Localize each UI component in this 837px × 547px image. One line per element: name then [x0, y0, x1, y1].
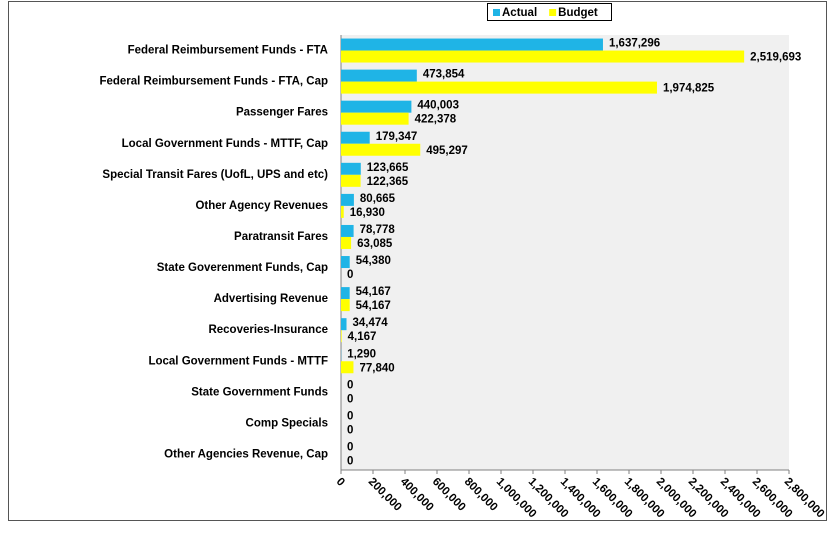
bar	[341, 330, 342, 343]
data-label: 16,930	[350, 207, 385, 219]
legend-label: Actual	[502, 7, 537, 19]
category-label: Other Agencies Revenue, Cap	[164, 448, 328, 460]
bar	[341, 81, 657, 94]
category-label: Local Government Funds - MTTF	[148, 355, 328, 367]
data-label: 0	[347, 269, 353, 281]
category-label: State Government Funds	[191, 386, 328, 398]
data-label: 440,003	[417, 100, 459, 112]
bar	[341, 299, 350, 312]
category-label: Paratransit Fares	[234, 231, 328, 243]
data-label: 0	[347, 379, 353, 391]
data-label: 1,637,296	[609, 38, 660, 50]
data-label: 54,167	[356, 286, 391, 298]
data-label: 122,365	[367, 176, 409, 188]
data-label: 0	[347, 424, 353, 436]
data-label: 54,167	[356, 300, 391, 312]
data-label: 34,474	[353, 317, 389, 329]
bar	[341, 193, 354, 206]
legend-swatch	[549, 9, 557, 16]
data-label: 123,665	[367, 162, 409, 174]
plot-area	[341, 35, 789, 470]
data-label: 0	[347, 455, 353, 467]
data-label: 4,167	[348, 331, 377, 343]
legend-label: Budget	[558, 7, 598, 19]
bar	[341, 69, 417, 82]
data-label: 179,347	[376, 131, 418, 143]
bar	[341, 174, 361, 187]
bar	[341, 205, 344, 218]
bar	[341, 112, 409, 125]
bar	[341, 287, 350, 300]
category-label: Special Transit Fares (UofL, UPS and etc…	[102, 169, 328, 181]
data-label: 54,380	[356, 255, 391, 267]
category-label: Other Agency Revenues	[195, 200, 328, 212]
bar	[341, 143, 421, 156]
bar	[341, 236, 352, 249]
data-label: 422,378	[415, 114, 457, 126]
category-label: Advertising Revenue	[214, 293, 328, 305]
bar	[341, 131, 370, 144]
bar	[341, 318, 347, 331]
data-label: 1,290	[347, 348, 376, 360]
data-label: 0	[347, 410, 353, 422]
bar	[341, 256, 350, 269]
category-label: Local Government Funds - MTTF, Cap	[122, 138, 328, 150]
data-label: 1,974,825	[663, 83, 715, 95]
bar	[341, 224, 354, 237]
data-label: 2,519,693	[750, 52, 801, 64]
category-label: Comp Specials	[246, 417, 328, 429]
category-label: Federal Reimbursement Funds - FTA	[128, 45, 328, 57]
data-label: 495,297	[426, 145, 468, 157]
data-label: 0	[347, 441, 353, 453]
data-label: 80,665	[360, 193, 396, 205]
data-label: 473,854	[423, 69, 465, 81]
bar	[341, 162, 361, 175]
data-label: 77,840	[359, 362, 394, 374]
bar	[341, 50, 745, 63]
category-label: Recoveries-Insurance	[208, 324, 328, 336]
bar	[341, 100, 412, 113]
data-label: 0	[347, 393, 353, 405]
category-label: State Goverenment Funds, Cap	[157, 262, 328, 274]
bar	[341, 38, 603, 51]
bar	[341, 361, 354, 374]
category-label: Passenger Fares	[236, 107, 328, 119]
category-label: Federal Reimbursement Funds - FTA, Cap	[99, 76, 328, 88]
legend-swatch	[493, 9, 500, 16]
data-label: 78,778	[360, 224, 396, 236]
data-label: 63,085	[357, 238, 393, 250]
